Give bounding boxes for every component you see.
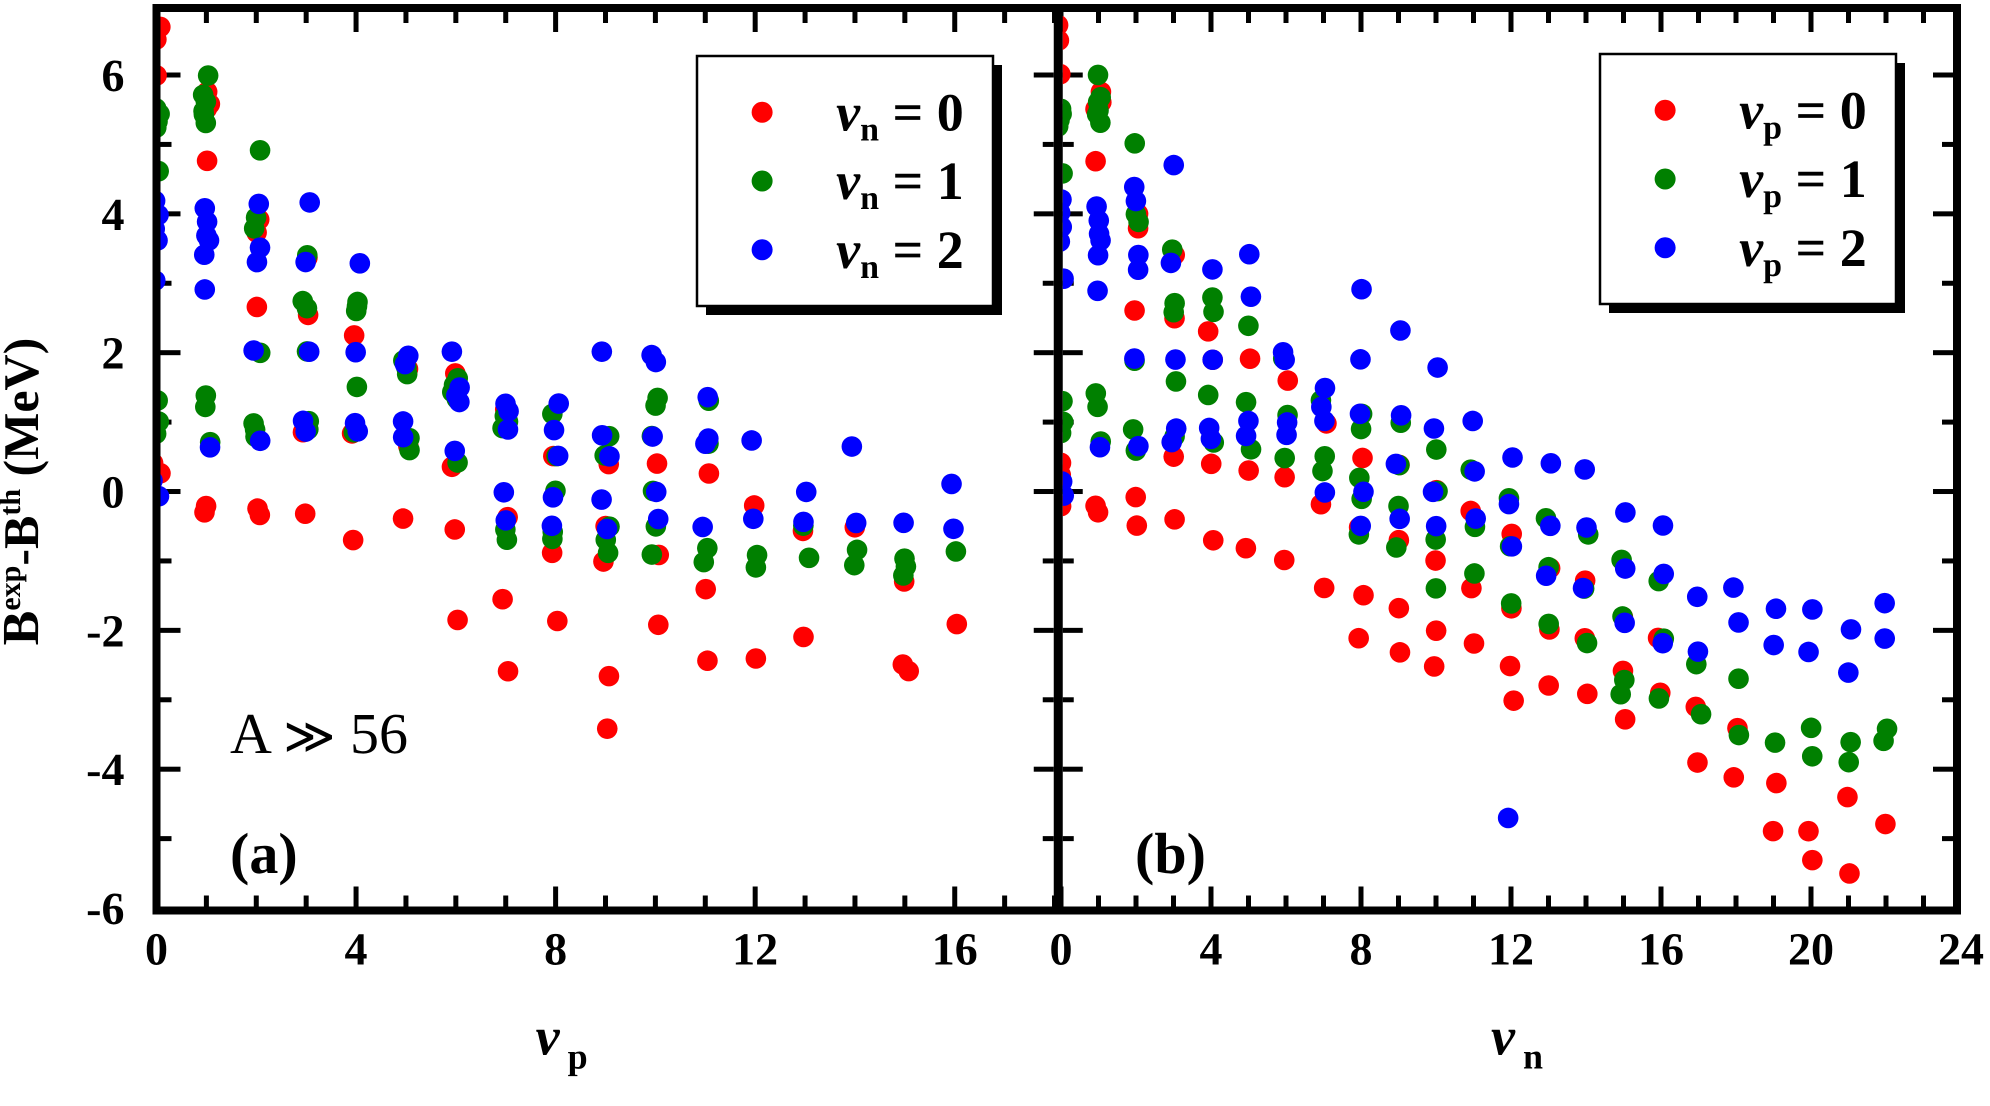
svg-text:16: 16 <box>932 924 978 975</box>
svg-text:4: 4 <box>102 189 125 240</box>
svg-text:(b): (b) <box>1135 821 1206 886</box>
svg-text:νn = 0: νn = 0 <box>836 82 964 148</box>
svg-text:24: 24 <box>1938 924 1984 975</box>
svg-text:p: p <box>568 1037 588 1077</box>
svg-text:8: 8 <box>1350 924 1373 975</box>
svg-text:ν: ν <box>536 1007 561 1067</box>
svg-text:-2: -2 <box>86 605 124 656</box>
svg-text:20: 20 <box>1788 924 1834 975</box>
svg-text:νn = 2: νn = 2 <box>836 220 964 286</box>
svg-text:4: 4 <box>1200 924 1223 975</box>
svg-text:A ≫ 56: A ≫ 56 <box>230 701 408 766</box>
svg-text:4: 4 <box>345 924 368 975</box>
svg-text:12: 12 <box>1488 924 1534 975</box>
svg-text:0: 0 <box>1050 924 1073 975</box>
svg-text:6: 6 <box>102 50 125 101</box>
svg-text:2: 2 <box>102 328 125 379</box>
svg-text:0: 0 <box>102 467 125 518</box>
svg-text:12: 12 <box>732 924 778 975</box>
svg-text:νp = 0: νp = 0 <box>1739 80 1867 146</box>
svg-text:0: 0 <box>145 924 168 975</box>
svg-text:16: 16 <box>1638 924 1684 975</box>
svg-text:8: 8 <box>544 924 567 975</box>
svg-text:ν: ν <box>1491 1007 1516 1067</box>
svg-text:νn = 1: νn = 1 <box>836 151 964 217</box>
svg-text:n: n <box>1523 1037 1543 1077</box>
svg-text:-4: -4 <box>86 744 124 795</box>
svg-text:-6: -6 <box>86 883 124 934</box>
svg-text:(a): (a) <box>230 821 298 886</box>
svg-text:νp = 1: νp = 1 <box>1739 149 1867 215</box>
svg-text:νp = 2: νp = 2 <box>1739 218 1867 284</box>
